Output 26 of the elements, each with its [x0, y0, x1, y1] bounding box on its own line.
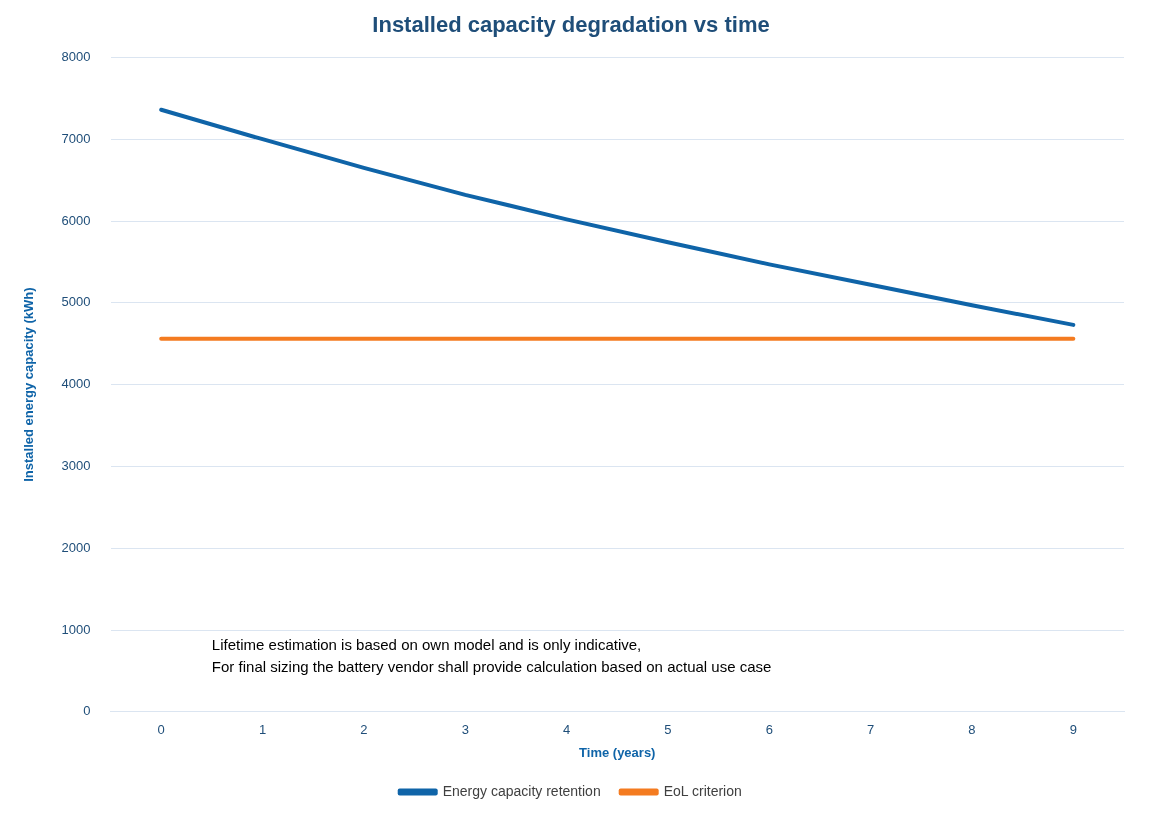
y-tick-label: 0 [83, 703, 91, 719]
x-tick-label: 9 [1069, 722, 1077, 738]
x-tick-label: 4 [562, 722, 571, 738]
y-tick-label: 2000 [61, 539, 91, 555]
y-tick-label: 6000 [61, 212, 91, 228]
x-axis-title: Time (years) [579, 744, 656, 760]
chart-title: Installed capacity degradation vs time [372, 12, 770, 38]
x-tick-label: 8 [968, 722, 976, 738]
legend-label: EoL criterion [663, 782, 742, 799]
y-tick-label: 5000 [61, 294, 91, 310]
x-tick-label: 5 [664, 722, 672, 738]
y-tick-label: 7000 [61, 130, 91, 146]
y-tick-label: 4000 [61, 376, 91, 392]
x-tick-label: 6 [765, 722, 773, 738]
x-tick-label: 0 [157, 722, 165, 738]
x-tick-label: 2 [360, 722, 368, 738]
annotation: For final sizing the battery vendor shall provide calculation based on actual use case [211, 657, 772, 675]
x-tick-label: 3 [461, 722, 469, 738]
annotation: Lifetime estimation is based on own model and is only indicative, [211, 635, 642, 653]
x-tick-label: 1 [258, 722, 267, 738]
x-tick-label: 7 [867, 722, 875, 738]
legend-label: Energy capacity retention [442, 782, 601, 799]
y-tick-label: 1000 [61, 621, 91, 637]
y-axis-title: Installed energy capacity (kWh) [21, 287, 37, 482]
y-tick-label: 8000 [61, 48, 91, 64]
y-tick-label: 3000 [61, 457, 91, 473]
